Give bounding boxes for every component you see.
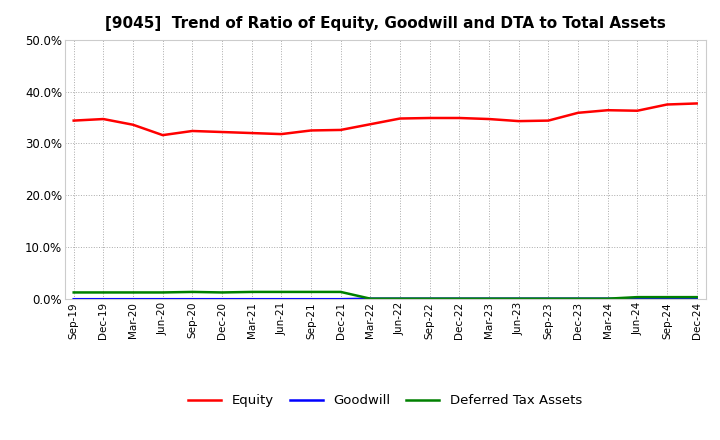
Deferred Tax Assets bbox=[99, 290, 108, 295]
Equity bbox=[158, 132, 167, 138]
Goodwill bbox=[485, 296, 493, 301]
Deferred Tax Assets bbox=[485, 296, 493, 301]
Legend: Equity, Goodwill, Deferred Tax Assets: Equity, Goodwill, Deferred Tax Assets bbox=[183, 389, 588, 412]
Goodwill bbox=[248, 297, 256, 302]
Equity bbox=[485, 117, 493, 122]
Goodwill bbox=[426, 296, 434, 301]
Deferred Tax Assets bbox=[336, 289, 345, 294]
Goodwill bbox=[277, 297, 286, 302]
Equity bbox=[277, 132, 286, 137]
Goodwill bbox=[158, 297, 167, 302]
Equity bbox=[426, 115, 434, 121]
Deferred Tax Assets bbox=[633, 294, 642, 300]
Deferred Tax Assets bbox=[277, 289, 286, 294]
Deferred Tax Assets bbox=[217, 290, 226, 295]
Deferred Tax Assets bbox=[574, 296, 582, 301]
Goodwill bbox=[633, 297, 642, 302]
Deferred Tax Assets bbox=[129, 290, 138, 295]
Goodwill bbox=[69, 297, 78, 302]
Equity bbox=[574, 110, 582, 115]
Goodwill bbox=[217, 297, 226, 302]
Equity bbox=[693, 101, 701, 106]
Equity bbox=[366, 121, 374, 127]
Deferred Tax Assets bbox=[514, 296, 523, 301]
Equity bbox=[336, 127, 345, 132]
Equity bbox=[455, 115, 464, 121]
Equity bbox=[188, 128, 197, 134]
Deferred Tax Assets bbox=[366, 296, 374, 301]
Equity bbox=[129, 122, 138, 128]
Goodwill bbox=[129, 297, 138, 302]
Equity bbox=[307, 128, 315, 133]
Deferred Tax Assets bbox=[188, 289, 197, 294]
Deferred Tax Assets bbox=[544, 296, 553, 301]
Equity bbox=[396, 116, 405, 121]
Equity bbox=[69, 118, 78, 123]
Deferred Tax Assets bbox=[426, 296, 434, 301]
Deferred Tax Assets bbox=[662, 294, 671, 300]
Goodwill bbox=[514, 296, 523, 301]
Equity bbox=[514, 118, 523, 124]
Equity bbox=[248, 130, 256, 136]
Goodwill bbox=[603, 296, 612, 301]
Deferred Tax Assets bbox=[603, 296, 612, 301]
Equity bbox=[217, 129, 226, 135]
Deferred Tax Assets bbox=[307, 289, 315, 294]
Deferred Tax Assets bbox=[455, 296, 464, 301]
Deferred Tax Assets bbox=[158, 290, 167, 295]
Equity bbox=[662, 102, 671, 107]
Line: Deferred Tax Assets: Deferred Tax Assets bbox=[73, 292, 697, 299]
Goodwill bbox=[99, 297, 108, 302]
Equity bbox=[633, 108, 642, 114]
Deferred Tax Assets bbox=[69, 290, 78, 295]
Goodwill bbox=[396, 296, 405, 301]
Goodwill bbox=[366, 296, 374, 301]
Line: Equity: Equity bbox=[73, 103, 697, 135]
Goodwill bbox=[662, 297, 671, 302]
Equity bbox=[544, 118, 553, 123]
Goodwill bbox=[693, 297, 701, 302]
Equity bbox=[99, 117, 108, 122]
Equity bbox=[603, 107, 612, 113]
Goodwill bbox=[307, 297, 315, 302]
Title: [9045]  Trend of Ratio of Equity, Goodwill and DTA to Total Assets: [9045] Trend of Ratio of Equity, Goodwil… bbox=[105, 16, 665, 32]
Goodwill bbox=[455, 296, 464, 301]
Goodwill bbox=[336, 297, 345, 302]
Goodwill bbox=[574, 296, 582, 301]
Goodwill bbox=[544, 296, 553, 301]
Goodwill bbox=[188, 297, 197, 302]
Deferred Tax Assets bbox=[693, 294, 701, 300]
Deferred Tax Assets bbox=[396, 296, 405, 301]
Deferred Tax Assets bbox=[248, 289, 256, 294]
